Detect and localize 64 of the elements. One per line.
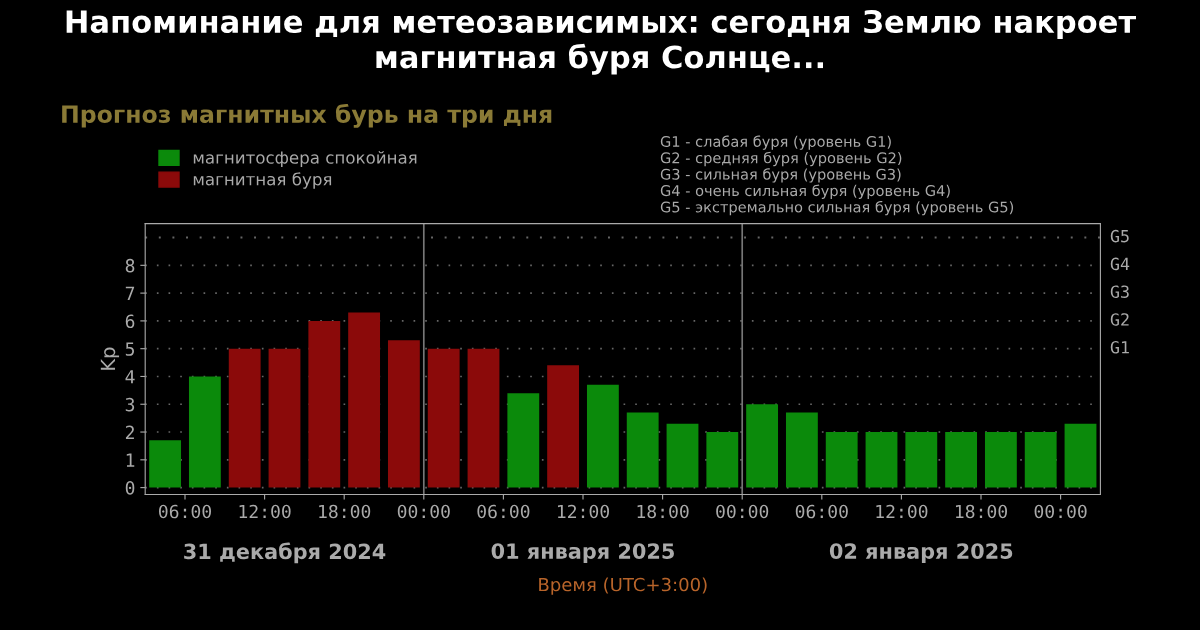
bar bbox=[785, 412, 818, 488]
bar bbox=[865, 432, 898, 488]
bar bbox=[308, 320, 341, 488]
text: G1 - слабая буря (уровень G1) bbox=[660, 135, 891, 150]
bar bbox=[149, 440, 182, 488]
text: G3 - сильная буря (уровень G3) bbox=[660, 168, 901, 183]
text: G4 bbox=[1110, 257, 1130, 271]
text: 01 января 2025 bbox=[491, 543, 674, 563]
x-tick-label: 18:00 bbox=[637, 504, 689, 519]
bar bbox=[1064, 423, 1097, 488]
legend-label: магнитная буря bbox=[193, 172, 332, 189]
bar bbox=[1024, 432, 1057, 488]
bar bbox=[188, 376, 221, 488]
bar bbox=[467, 348, 500, 488]
y-tick-label: 6 bbox=[125, 314, 135, 329]
bar bbox=[945, 432, 978, 488]
legend-label: магнитосфера спокойная bbox=[193, 151, 417, 168]
chart-title: Прогноз магнитных бурь на три дня bbox=[62, 103, 552, 128]
text: G5 - экстремально сильная буря (уровень G5) bbox=[660, 200, 1014, 216]
y-tick-label: 2 bbox=[125, 425, 134, 439]
y-tick-label: 1 bbox=[126, 453, 135, 467]
bar bbox=[507, 393, 540, 488]
y-tick-label: 0 bbox=[125, 481, 135, 495]
bar bbox=[348, 312, 381, 488]
x-tick-label: 12:00 bbox=[239, 504, 291, 519]
x-tick-label: 06:00 bbox=[477, 504, 530, 519]
bar bbox=[586, 384, 619, 488]
x-tick-label: 00:00 bbox=[716, 504, 769, 519]
bar bbox=[905, 432, 938, 488]
x-tick-label: 06:00 bbox=[795, 504, 848, 519]
text: G1 bbox=[1110, 340, 1129, 354]
x-axis-title: Время (UTC+3:00) bbox=[539, 577, 707, 595]
text: G2 - средняя буря (уровень G2) bbox=[660, 151, 902, 167]
bar bbox=[746, 404, 779, 488]
x-tick-label: 06:00 bbox=[159, 504, 212, 519]
bar bbox=[268, 348, 301, 488]
bar bbox=[666, 423, 699, 488]
bar bbox=[626, 412, 659, 488]
text: 02 января 2025 bbox=[829, 543, 1013, 563]
y-tick-label: 3 bbox=[125, 397, 135, 412]
y-axis-title: Kp bbox=[100, 347, 120, 370]
y-tick-label: 5 bbox=[125, 342, 135, 356]
ref-line-label: G5 bbox=[1110, 229, 1129, 243]
x-tick-label: 00:00 bbox=[1034, 504, 1087, 519]
x-tick-label: 00:00 bbox=[397, 504, 450, 519]
y-tick-label: 4 bbox=[125, 370, 135, 384]
bar bbox=[984, 432, 1017, 488]
text: G3 bbox=[1110, 285, 1129, 298]
text: G2 bbox=[1110, 313, 1129, 326]
x-tick-label: 12:00 bbox=[876, 504, 928, 519]
y-tick-label: 7 bbox=[125, 286, 135, 301]
x-tick-label: 12:00 bbox=[557, 504, 610, 519]
bar bbox=[387, 340, 420, 488]
y-tick-label: 8 bbox=[125, 258, 135, 273]
bar bbox=[547, 365, 580, 488]
text: Напоминание для метеозависимых: сегодня Землю накроет магнитная буря Солнце... bbox=[66, 9, 1136, 75]
bar bbox=[706, 432, 739, 488]
bar bbox=[825, 432, 858, 488]
text: G4 - очень сильная буря (уровень G4) bbox=[660, 184, 950, 199]
x-tick-label: 18:00 bbox=[955, 504, 1008, 519]
bar bbox=[427, 348, 460, 488]
bar bbox=[228, 348, 261, 488]
text: 31 декабря 2024 bbox=[184, 542, 386, 564]
x-tick-label: 18:00 bbox=[319, 504, 371, 519]
